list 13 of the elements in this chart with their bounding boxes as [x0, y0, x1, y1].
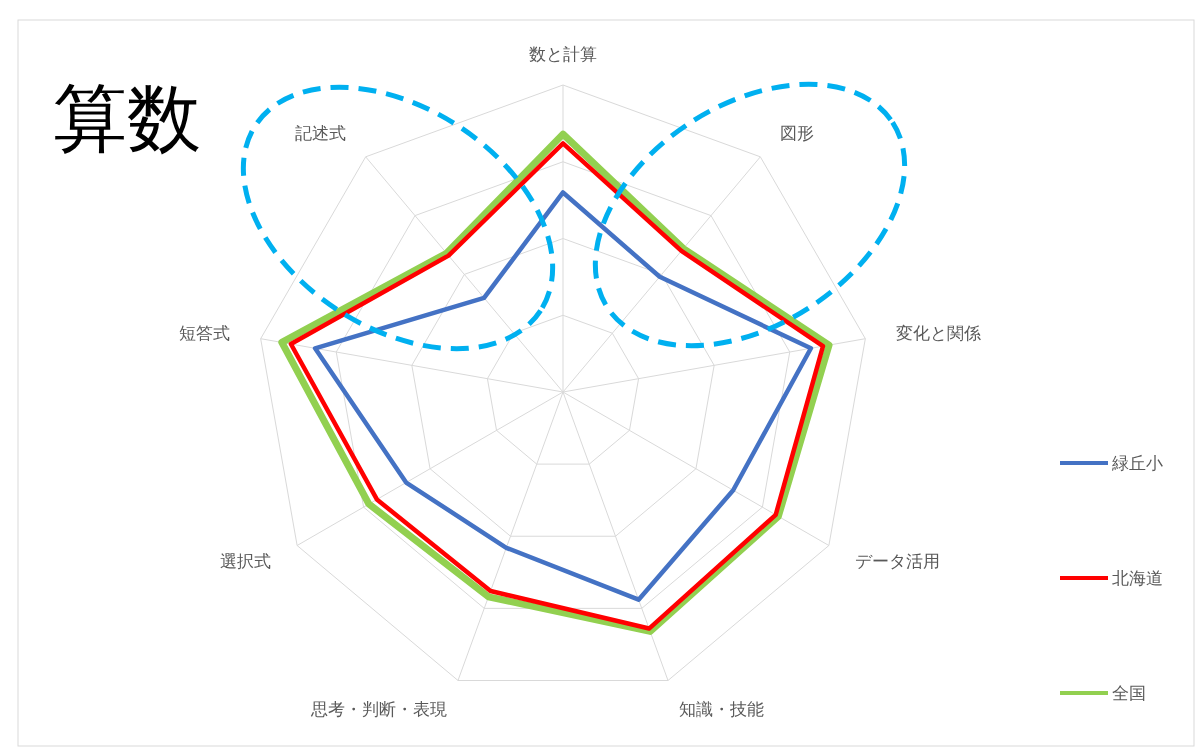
legend-label: 北海道 [1112, 568, 1163, 588]
spoke-label: 図形 [780, 123, 815, 144]
spoke-label: データ活用 [855, 550, 941, 571]
spoke-label: 記述式 [294, 123, 346, 144]
legend-label: 緑丘小 [1111, 453, 1163, 473]
legend-label: 全国 [1112, 683, 1146, 703]
spoke-label: 選択式 [219, 550, 271, 571]
spoke-label: 変化と関係 [895, 323, 981, 344]
chart-title: 算数 [53, 75, 201, 161]
spoke-label: 知識・技能 [678, 699, 764, 720]
spoke-label: 思考・判断・表現 [310, 699, 448, 720]
spoke-label: 数と計算 [529, 44, 597, 65]
spoke-label: 短答式 [179, 323, 231, 344]
